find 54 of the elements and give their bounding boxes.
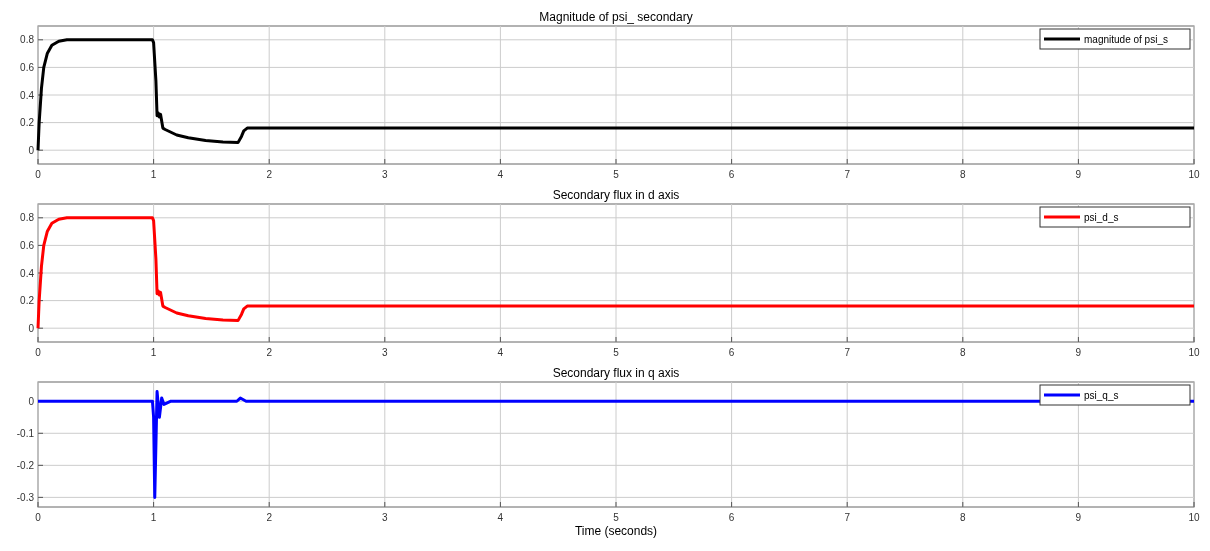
x-tick-label: 4 bbox=[497, 512, 504, 523]
y-tick-label: 0.4 bbox=[20, 89, 35, 101]
x-tick-label: 9 bbox=[1075, 347, 1082, 358]
x-tick-label: 1 bbox=[150, 347, 157, 358]
x-tick-label: 2 bbox=[266, 347, 273, 358]
x-tick-label: 6 bbox=[728, 169, 735, 180]
x-tick-label: 10 bbox=[1188, 512, 1200, 523]
x-tick-label: 1 bbox=[150, 169, 157, 180]
y-tick-label: 0.8 bbox=[20, 212, 35, 224]
x-tick-label: 7 bbox=[844, 347, 851, 358]
x-tick-label: 3 bbox=[382, 169, 389, 180]
x-tick-label: 10 bbox=[1188, 347, 1200, 358]
x-tick-label: 0 bbox=[35, 347, 42, 358]
x-tick-label: 0 bbox=[35, 169, 42, 180]
x-tick-label: 5 bbox=[613, 512, 620, 523]
x-tick-label: 8 bbox=[960, 347, 967, 358]
chart-title: Secondary flux in q axis bbox=[552, 366, 680, 380]
x-axis-title: Time (seconds) bbox=[574, 524, 658, 538]
x-tick-label: 3 bbox=[382, 512, 389, 523]
chart-title: Secondary flux in d axis bbox=[552, 188, 680, 202]
x-tick-label: 4 bbox=[497, 169, 504, 180]
x-tick-label: 0 bbox=[35, 512, 42, 523]
x-tick-label: 7 bbox=[844, 512, 851, 523]
x-tick-label: 7 bbox=[844, 169, 851, 180]
y-tick-label: 0.6 bbox=[20, 239, 35, 251]
x-tick-label: 2 bbox=[266, 512, 273, 523]
x-tick-label: 2 bbox=[266, 169, 273, 180]
x-tick-label: 8 bbox=[960, 169, 967, 180]
x-tick-label: 4 bbox=[497, 347, 504, 358]
y-tick-label: 0.2 bbox=[20, 295, 35, 307]
x-tick-label: 6 bbox=[728, 512, 735, 523]
y-tick-label: 0.8 bbox=[20, 34, 35, 46]
y-tick-label: -0.1 bbox=[16, 427, 35, 439]
y-tick-label: 0.2 bbox=[20, 117, 35, 129]
legend-label: magnitude of psi_s bbox=[1084, 34, 1168, 45]
x-tick-label: 3 bbox=[382, 347, 389, 358]
x-tick-label: 6 bbox=[728, 347, 735, 358]
y-tick-label: 0 bbox=[28, 322, 35, 334]
x-tick-label: 9 bbox=[1075, 169, 1082, 180]
x-tick-label: 1 bbox=[150, 512, 157, 523]
legend-label: psi_q_s bbox=[1084, 390, 1119, 401]
y-tick-label: -0.3 bbox=[16, 491, 35, 503]
x-tick-label: 5 bbox=[613, 347, 620, 358]
y-tick-label: 0.6 bbox=[20, 61, 35, 73]
chart-title: Magnitude of psi_ secondary bbox=[539, 10, 693, 24]
x-tick-label: 8 bbox=[960, 512, 967, 523]
legend-label: psi_d_s bbox=[1084, 212, 1119, 223]
y-tick-label: 0 bbox=[28, 144, 35, 156]
x-tick-label: 5 bbox=[613, 169, 620, 180]
y-tick-label: 0.4 bbox=[20, 267, 35, 279]
y-tick-label: 0 bbox=[28, 395, 35, 407]
x-tick-label: 10 bbox=[1188, 169, 1200, 180]
x-tick-label: 9 bbox=[1075, 512, 1082, 523]
y-tick-label: -0.2 bbox=[16, 459, 35, 471]
